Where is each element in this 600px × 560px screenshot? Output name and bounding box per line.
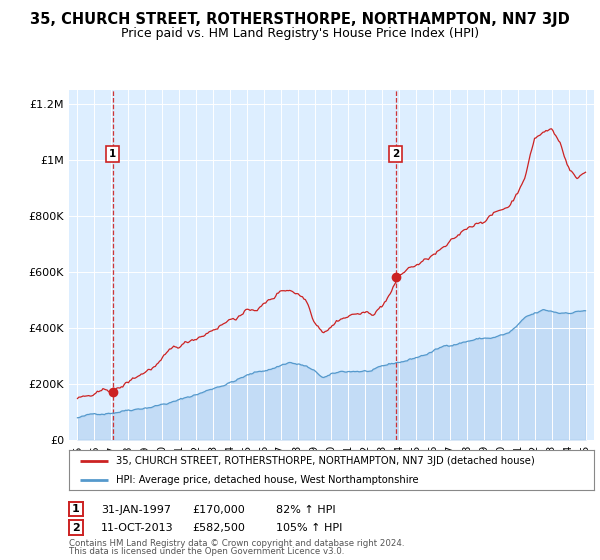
Text: Contains HM Land Registry data © Crown copyright and database right 2024.: Contains HM Land Registry data © Crown c… [69, 539, 404, 548]
Text: 35, CHURCH STREET, ROTHERSTHORPE, NORTHAMPTON, NN7 3JD: 35, CHURCH STREET, ROTHERSTHORPE, NORTHA… [30, 12, 570, 27]
Text: £582,500: £582,500 [192, 523, 245, 533]
Text: 82% ↑ HPI: 82% ↑ HPI [276, 505, 335, 515]
Text: 35, CHURCH STREET, ROTHERSTHORPE, NORTHAMPTON, NN7 3JD (detached house): 35, CHURCH STREET, ROTHERSTHORPE, NORTHA… [116, 456, 535, 466]
Text: 31-JAN-1997: 31-JAN-1997 [101, 505, 171, 515]
Text: 1: 1 [72, 504, 80, 514]
Text: 1: 1 [109, 149, 116, 159]
Text: Price paid vs. HM Land Registry's House Price Index (HPI): Price paid vs. HM Land Registry's House … [121, 27, 479, 40]
Text: This data is licensed under the Open Government Licence v3.0.: This data is licensed under the Open Gov… [69, 547, 344, 556]
Text: 2: 2 [392, 149, 399, 159]
Text: HPI: Average price, detached house, West Northamptonshire: HPI: Average price, detached house, West… [116, 474, 419, 484]
Text: 11-OCT-2013: 11-OCT-2013 [101, 523, 173, 533]
Text: £170,000: £170,000 [192, 505, 245, 515]
Text: 2: 2 [72, 522, 80, 533]
Text: 105% ↑ HPI: 105% ↑ HPI [276, 523, 343, 533]
